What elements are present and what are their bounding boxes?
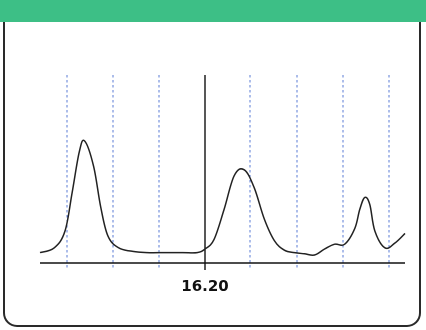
- chart-panel: [3, 22, 421, 327]
- header-bar: [0, 0, 426, 22]
- label-layer: 16.20: [181, 277, 228, 295]
- grid-layer: [66, 75, 390, 270]
- axis-layer: [40, 75, 405, 270]
- x-tick-label: 16.20: [181, 277, 228, 295]
- curve-layer: [39, 139, 406, 256]
- series-line: [39, 139, 406, 256]
